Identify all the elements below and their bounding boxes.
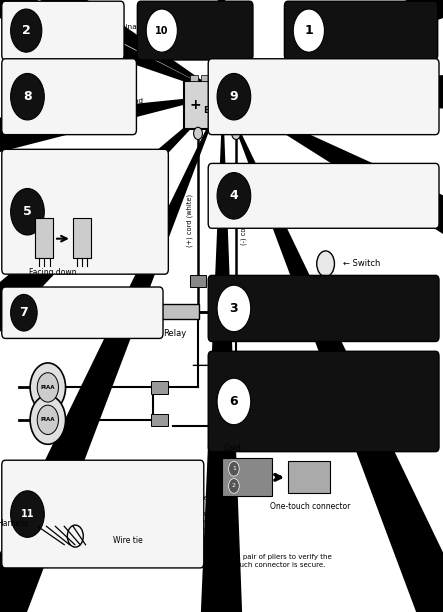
Polygon shape xyxy=(0,95,223,612)
Text: Wire tie: Wire tie xyxy=(113,536,143,545)
Circle shape xyxy=(30,395,66,444)
FancyBboxPatch shape xyxy=(208,275,439,341)
FancyBboxPatch shape xyxy=(2,149,168,274)
FancyBboxPatch shape xyxy=(222,75,230,81)
FancyBboxPatch shape xyxy=(135,305,147,318)
Text: Double-stick tape for switches Place
in area that is easily accessible from
driv: Double-stick tape for switches Place in … xyxy=(256,185,391,207)
Text: Cord: Cord xyxy=(224,444,241,453)
FancyBboxPatch shape xyxy=(151,381,168,394)
Circle shape xyxy=(37,373,58,402)
Circle shape xyxy=(217,378,251,425)
Polygon shape xyxy=(0,0,223,95)
FancyBboxPatch shape xyxy=(233,75,241,81)
Text: 5: 5 xyxy=(23,205,32,218)
Polygon shape xyxy=(0,95,223,612)
Circle shape xyxy=(11,491,44,537)
FancyBboxPatch shape xyxy=(288,461,330,493)
FancyBboxPatch shape xyxy=(2,287,163,338)
FancyBboxPatch shape xyxy=(73,218,91,258)
FancyBboxPatch shape xyxy=(190,75,198,81)
Circle shape xyxy=(217,73,251,120)
Text: Take the (+) terminal
cord (white) and attach
it to the (+) terminal and
connect: Take the (+) terminal cord (white) and a… xyxy=(50,81,143,113)
Text: PIAA: PIAA xyxy=(41,385,55,390)
FancyBboxPatch shape xyxy=(245,75,252,81)
Polygon shape xyxy=(223,95,443,612)
FancyBboxPatch shape xyxy=(190,275,206,288)
Circle shape xyxy=(146,9,177,52)
Text: (+)cord: (+)cord xyxy=(270,353,302,362)
Circle shape xyxy=(229,461,239,476)
Text: Connect the lamp harness to the
connector.: Connect the lamp harness to the connecto… xyxy=(43,306,163,319)
FancyBboxPatch shape xyxy=(284,1,438,60)
Polygon shape xyxy=(184,95,257,612)
FancyBboxPatch shape xyxy=(212,75,219,81)
FancyBboxPatch shape xyxy=(137,1,253,60)
FancyBboxPatch shape xyxy=(201,75,209,81)
FancyBboxPatch shape xyxy=(35,218,53,258)
Circle shape xyxy=(229,479,239,493)
Text: −: − xyxy=(243,97,256,112)
Text: Take the (+) cord (white) and using the
one-touch connector, tie it together to : Take the (+) cord (white) and using the … xyxy=(256,390,412,413)
Text: 2: 2 xyxy=(232,483,236,488)
Text: Battery: Battery xyxy=(203,106,242,115)
Circle shape xyxy=(232,127,241,140)
Text: Make sure to properly
secure the relay unit
using bolts or a harness.
The harnes: Make sure to properly secure the relay u… xyxy=(50,193,140,231)
Circle shape xyxy=(293,9,324,52)
Text: (-) cord (Black): (-) cord (Black) xyxy=(241,195,247,245)
Text: Remove the (-) terminal
from the battery.: Remove the (-) terminal from the battery… xyxy=(330,23,418,38)
Circle shape xyxy=(194,127,202,140)
Text: Bring the relay connector into the
interior of the vehicle and connect
to the sw: Bring the relay connector into the inter… xyxy=(256,297,383,319)
Text: 8: 8 xyxy=(23,90,32,103)
FancyBboxPatch shape xyxy=(151,414,168,426)
Circle shape xyxy=(217,285,251,332)
Text: ※ Use a pair of pliers to verify the: ※ Use a pair of pliers to verify the xyxy=(213,554,331,560)
Polygon shape xyxy=(174,0,246,95)
FancyBboxPatch shape xyxy=(208,163,439,228)
Circle shape xyxy=(37,405,58,435)
Text: Harness: Harness xyxy=(0,520,29,528)
FancyBboxPatch shape xyxy=(184,81,261,129)
FancyBboxPatch shape xyxy=(208,59,439,135)
FancyBboxPatch shape xyxy=(146,304,199,319)
FancyBboxPatch shape xyxy=(2,59,136,135)
Polygon shape xyxy=(0,0,223,95)
Text: (+) cord (white): (+) cord (white) xyxy=(187,193,193,247)
Polygon shape xyxy=(223,95,443,477)
Ellipse shape xyxy=(317,251,334,277)
Text: Remove the (+) terminal
from the battery: Remove the (+) terminal from the battery xyxy=(47,23,139,38)
Text: 2: 2 xyxy=(22,24,31,37)
Circle shape xyxy=(11,188,44,235)
FancyBboxPatch shape xyxy=(208,351,439,452)
Text: ← Switch: ← Switch xyxy=(343,259,381,268)
Text: Facing down: Facing down xyxy=(29,268,77,277)
FancyBboxPatch shape xyxy=(222,458,272,496)
Text: 7: 7 xyxy=(19,306,28,319)
Text: 9: 9 xyxy=(229,90,238,103)
Circle shape xyxy=(11,294,37,331)
Text: PIAA: PIAA xyxy=(41,417,55,422)
Text: 3: 3 xyxy=(229,302,238,315)
Text: 6: 6 xyxy=(229,395,238,408)
Circle shape xyxy=(11,9,42,52)
Text: 1: 1 xyxy=(304,24,313,37)
Polygon shape xyxy=(223,35,443,136)
Text: 1: 1 xyxy=(232,466,236,471)
Text: one-touch connector is secure.: one-touch connector is secure. xyxy=(217,562,326,569)
Text: 10: 10 xyxy=(155,26,168,35)
Text: One-touch connector: One-touch connector xyxy=(270,502,350,511)
FancyBboxPatch shape xyxy=(2,1,124,60)
Circle shape xyxy=(217,173,251,219)
Text: First ground the terminal then take the (-)
cord (black) and connect it
to the (: First ground the terminal then take the … xyxy=(256,85,410,108)
Circle shape xyxy=(11,73,44,120)
Text: After lamp has been installed, verify the relay
harness does not make contact wi: After lamp has been installed, verify th… xyxy=(50,495,229,533)
FancyBboxPatch shape xyxy=(2,460,204,568)
Polygon shape xyxy=(223,0,443,95)
Polygon shape xyxy=(0,95,223,263)
Circle shape xyxy=(30,363,66,412)
Text: +: + xyxy=(190,98,201,111)
Text: 4: 4 xyxy=(229,189,238,203)
Text: 11: 11 xyxy=(21,509,34,519)
Text: Attach the (-) terminal to
the battery: Attach the (-) terminal to the battery xyxy=(183,23,275,38)
Text: Relay: Relay xyxy=(163,329,187,338)
